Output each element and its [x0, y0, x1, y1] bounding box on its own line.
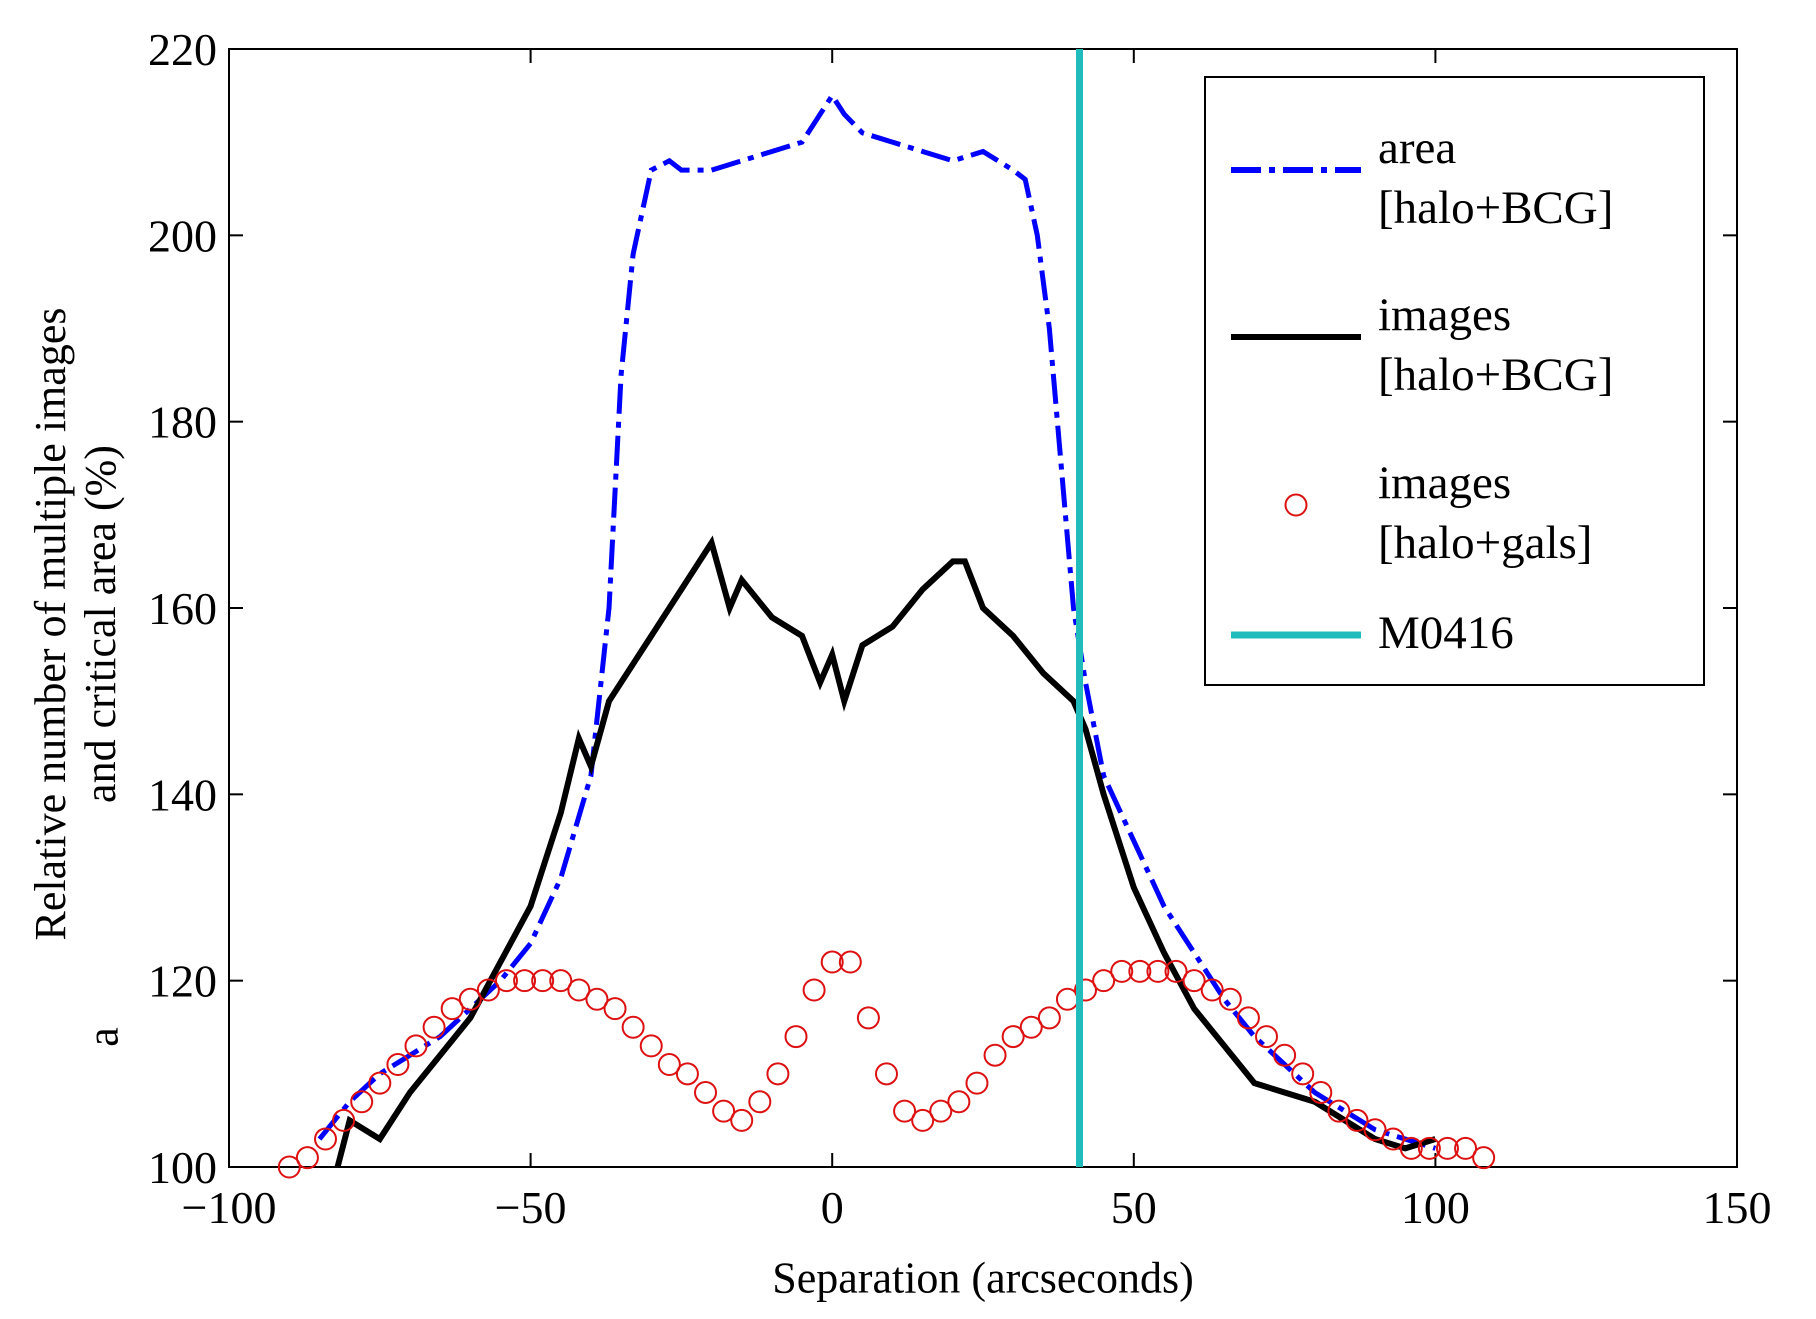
- marker: [675, 1062, 699, 1086]
- annotation: a: [78, 1027, 128, 1047]
- legend-box: [1204, 76, 1705, 686]
- legend-label: images [halo+gals]: [1378, 457, 1593, 569]
- marker: [911, 1108, 935, 1132]
- marker: [1092, 969, 1116, 993]
- x-tick-label: 150: [1703, 1182, 1772, 1233]
- y-tick-label: 180: [148, 397, 217, 448]
- marker: [295, 1146, 319, 1170]
- marker: [712, 1099, 736, 1123]
- marker: [567, 978, 591, 1002]
- marker: [802, 978, 826, 1002]
- marker: [386, 1053, 410, 1077]
- marker: [332, 1108, 356, 1132]
- marker: [856, 1006, 880, 1030]
- marker: [458, 987, 482, 1011]
- marker: [1255, 1025, 1279, 1049]
- marker: [1273, 1043, 1297, 1067]
- marker: [1001, 1025, 1025, 1049]
- marker: [494, 969, 518, 993]
- marker: [784, 1025, 808, 1049]
- marker: [838, 950, 862, 974]
- marker: [1399, 1136, 1423, 1160]
- legend-label: images [halo+BCG]: [1378, 289, 1614, 401]
- marker: [1182, 969, 1206, 993]
- line: [334, 535, 1437, 1167]
- marker: [893, 1099, 917, 1123]
- marker: [350, 1090, 374, 1114]
- x-axis-label: Separation (arcseconds): [772, 1253, 1194, 1303]
- marker: [947, 1090, 971, 1114]
- marker: [1200, 978, 1224, 1002]
- marker: [422, 1015, 446, 1039]
- legend-marker: [1284, 493, 1308, 517]
- y-axis-label: Relative number of multiple images and c…: [26, 307, 125, 941]
- marker: [965, 1071, 989, 1095]
- line: [317, 90, 1437, 1151]
- marker: [1472, 1146, 1496, 1170]
- marker: [1037, 1006, 1061, 1030]
- marker: [1345, 1108, 1369, 1132]
- marker: [1435, 1136, 1459, 1160]
- marker: [657, 1053, 681, 1077]
- marker: [603, 997, 627, 1021]
- y-tick-label: 140: [148, 769, 217, 820]
- marker: [1327, 1099, 1351, 1123]
- legend-label: area [halo+BCG]: [1378, 122, 1614, 234]
- marker: [1236, 1006, 1260, 1030]
- marker: [277, 1155, 301, 1179]
- y-tick-label: 220: [148, 24, 217, 75]
- marker: [748, 1090, 772, 1114]
- y-tick-label: 120: [148, 956, 217, 1007]
- y-tick-label: 160: [148, 583, 217, 634]
- x-tick-label: 0: [821, 1182, 844, 1233]
- marker: [1309, 1080, 1333, 1104]
- marker: [513, 969, 537, 993]
- marker: [874, 1062, 898, 1086]
- marker: [1454, 1136, 1478, 1160]
- x-tick-label: 100: [1401, 1182, 1470, 1233]
- y-tick-label: 100: [148, 1142, 217, 1193]
- marker: [1381, 1127, 1405, 1151]
- marker: [730, 1108, 754, 1132]
- marker: [1128, 959, 1152, 983]
- y-tick-label: 200: [148, 210, 217, 261]
- marker: [549, 969, 573, 993]
- x-tick-label: −50: [495, 1182, 567, 1233]
- marker: [1110, 959, 1134, 983]
- marker: [368, 1071, 392, 1095]
- marker: [314, 1127, 338, 1151]
- marker: [1218, 987, 1242, 1011]
- legend-label: M0416: [1378, 607, 1514, 659]
- marker: [1291, 1062, 1315, 1086]
- marker: [929, 1099, 953, 1123]
- marker: [476, 978, 500, 1002]
- marker: [694, 1080, 718, 1104]
- marker: [1417, 1136, 1441, 1160]
- x-tick-label: 50: [1111, 1182, 1157, 1233]
- marker: [621, 1015, 645, 1039]
- marker: [404, 1034, 428, 1058]
- marker: [440, 997, 464, 1021]
- marker: [1074, 978, 1098, 1002]
- marker: [531, 969, 555, 993]
- marker: [983, 1043, 1007, 1067]
- marker: [766, 1062, 790, 1086]
- marker: [639, 1034, 663, 1058]
- marker: [1363, 1118, 1387, 1142]
- marker: [1019, 1015, 1043, 1039]
- marker: [1146, 959, 1170, 983]
- marker: [1164, 959, 1188, 983]
- x-tick-label: −100: [182, 1182, 277, 1233]
- marker: [585, 987, 609, 1011]
- marker: [820, 950, 844, 974]
